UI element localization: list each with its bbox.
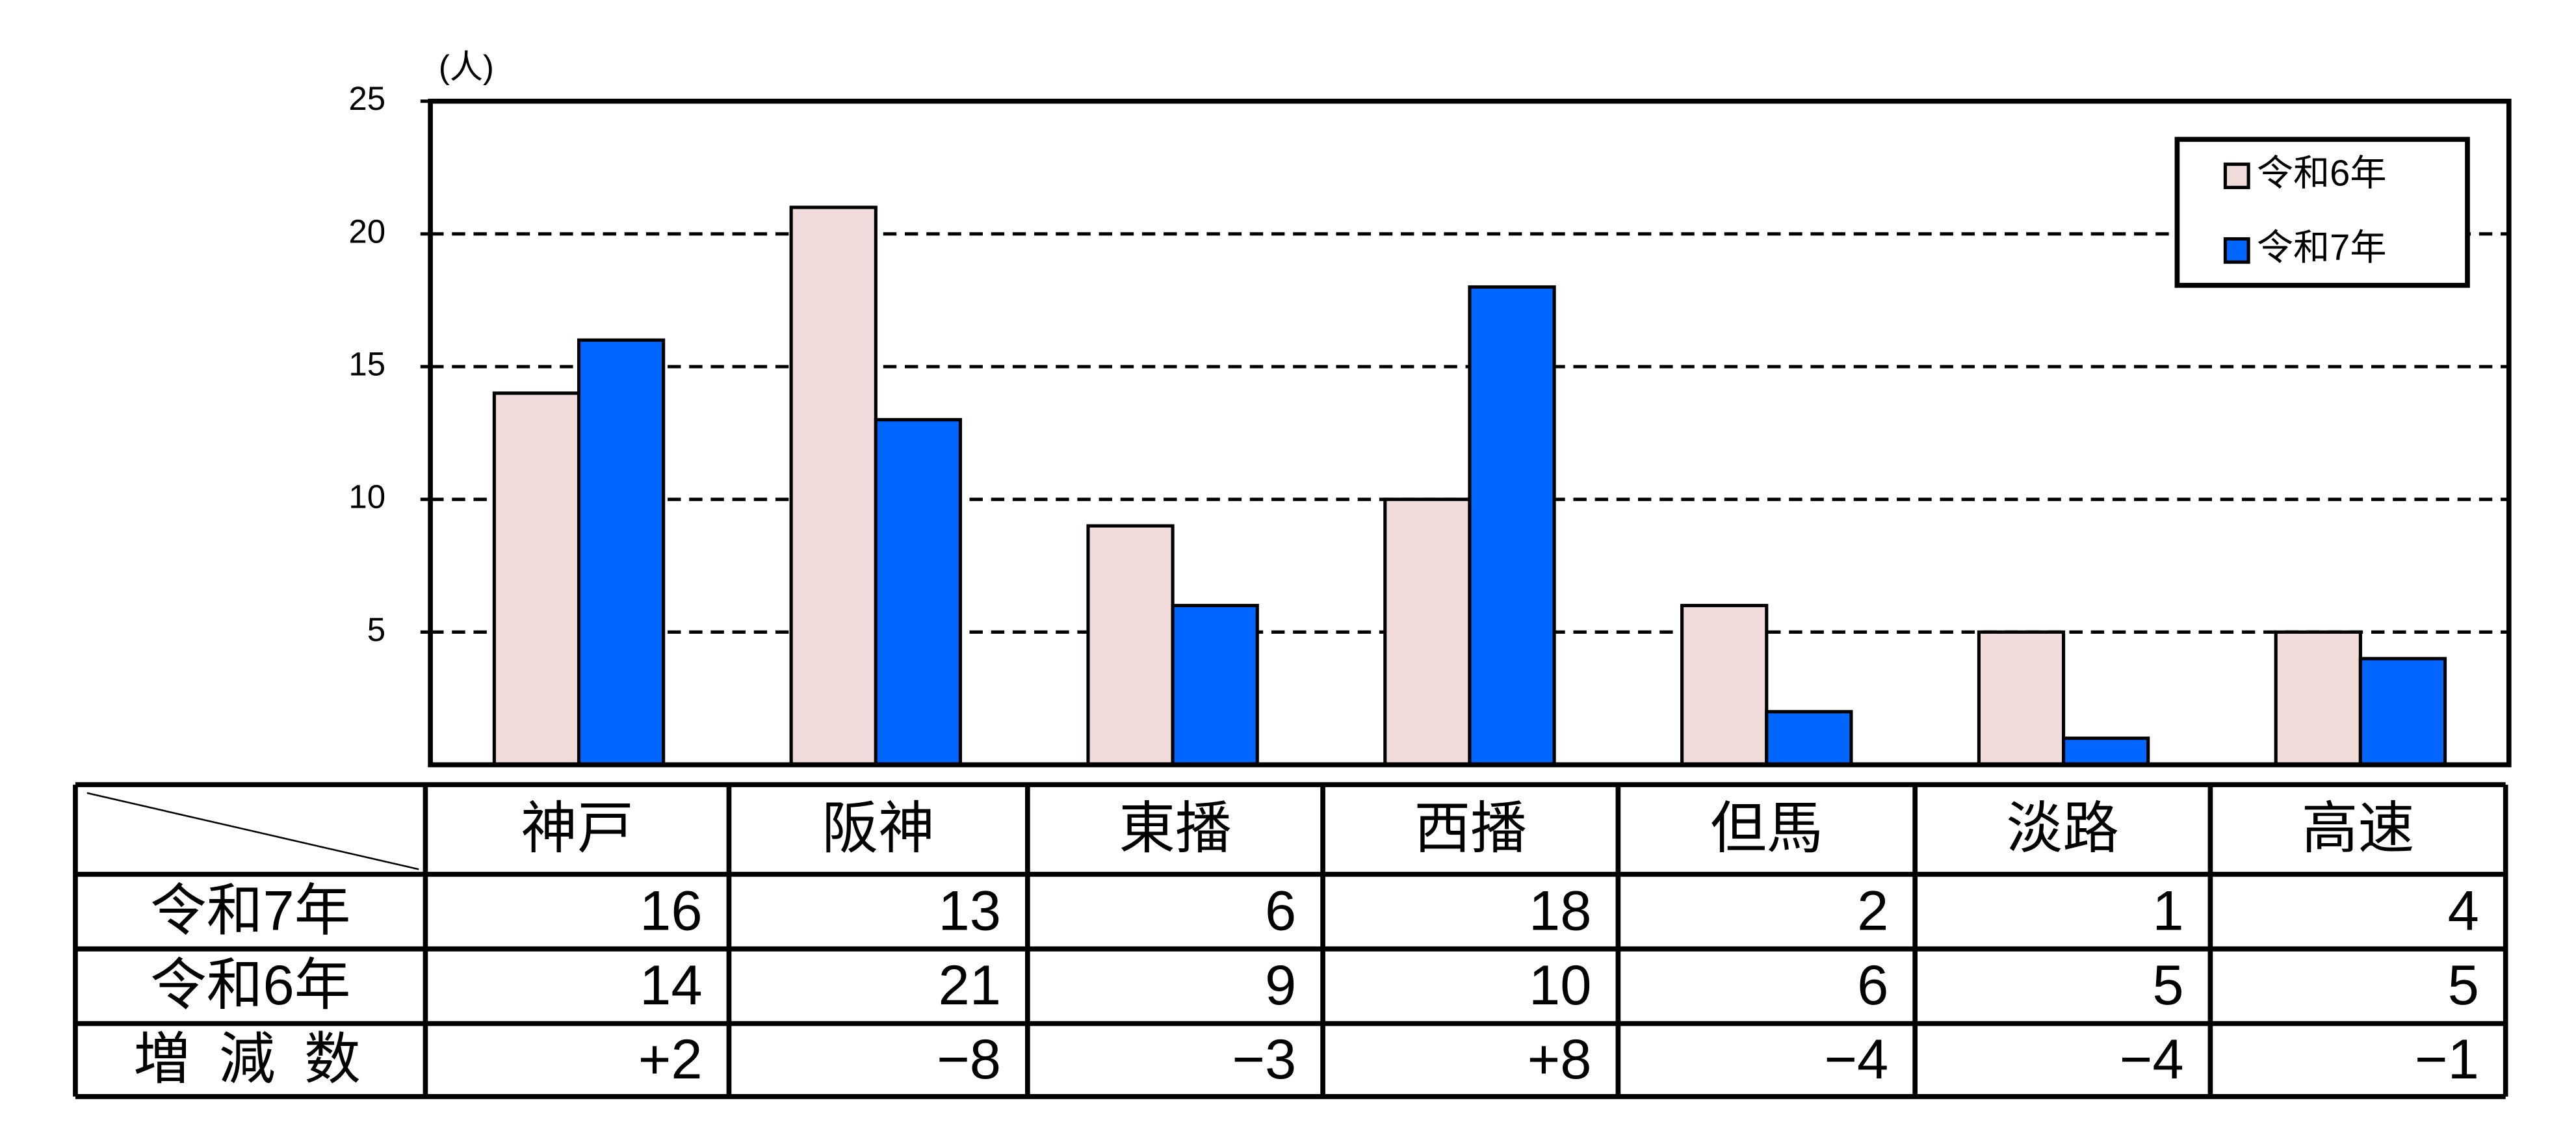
bar [2274,630,2362,767]
table-cell: −8 [937,1028,1001,1091]
bar [1680,603,1769,767]
y-tick-label: 20 [348,213,385,250]
table-cell: 10 [1529,954,1591,1017]
bar [1765,710,1853,767]
table-cell: −1 [2415,1028,2479,1091]
bar [1468,285,1556,767]
legend-label: 令和7年 [2257,227,2387,268]
bar [874,418,963,767]
column-header: 神戸 [521,797,634,860]
column-header: 阪神 [822,797,935,860]
table-cell: 5 [2152,954,2183,1017]
row-header: 令和6年 [150,954,351,1017]
table-cell: 9 [1265,954,1296,1017]
bar [1171,603,1259,767]
table-cell: 2 [1857,879,1888,942]
table-cell: −4 [2120,1028,2184,1091]
table-cell: 14 [640,954,702,1017]
table-cell: +8 [1528,1028,1592,1091]
y-tick-label: 10 [348,478,385,515]
table-cell: +2 [638,1028,703,1091]
table-cell: 18 [1529,879,1591,942]
bar [577,338,666,767]
legend-swatch [2223,163,2250,189]
bar [2062,737,2150,767]
table-cell: 16 [640,879,702,942]
bar [1383,497,1472,767]
bar [1977,630,2066,767]
column-header: 高速 [2302,797,2415,860]
legend-swatch [2223,237,2250,264]
row-header: 令和7年 [150,879,351,942]
column-header: 西播 [1414,797,1527,860]
table-cell: 1 [2152,879,2183,942]
column-header: 東播 [1119,797,1232,860]
table-cell: 21 [939,954,1001,1017]
column-header: 淡路 [2007,797,2120,860]
plot-frame [428,98,2512,768]
row-header: 増 減 数 [133,1028,367,1091]
bar [2358,657,2447,767]
column-header: 但馬 [1710,797,1823,860]
bar [1086,524,1175,767]
y-tick-label: 25 [348,80,385,117]
table-cell: 6 [1265,879,1296,942]
bar [789,205,878,767]
legend-label: 令和6年 [2257,152,2387,193]
table-cell: −3 [1232,1028,1296,1091]
table-cell: −4 [1824,1028,1888,1091]
y-unit: (人) [439,49,494,86]
table-cell: 13 [939,879,1001,942]
table-cell: 4 [2448,879,2479,942]
y-tick-label: 5 [367,611,385,648]
table-cell: 6 [1857,954,1888,1017]
table-diagonal [86,792,419,870]
y-tick-label: 15 [348,345,385,382]
table-cell: 5 [2448,954,2479,1017]
bar [492,391,581,767]
